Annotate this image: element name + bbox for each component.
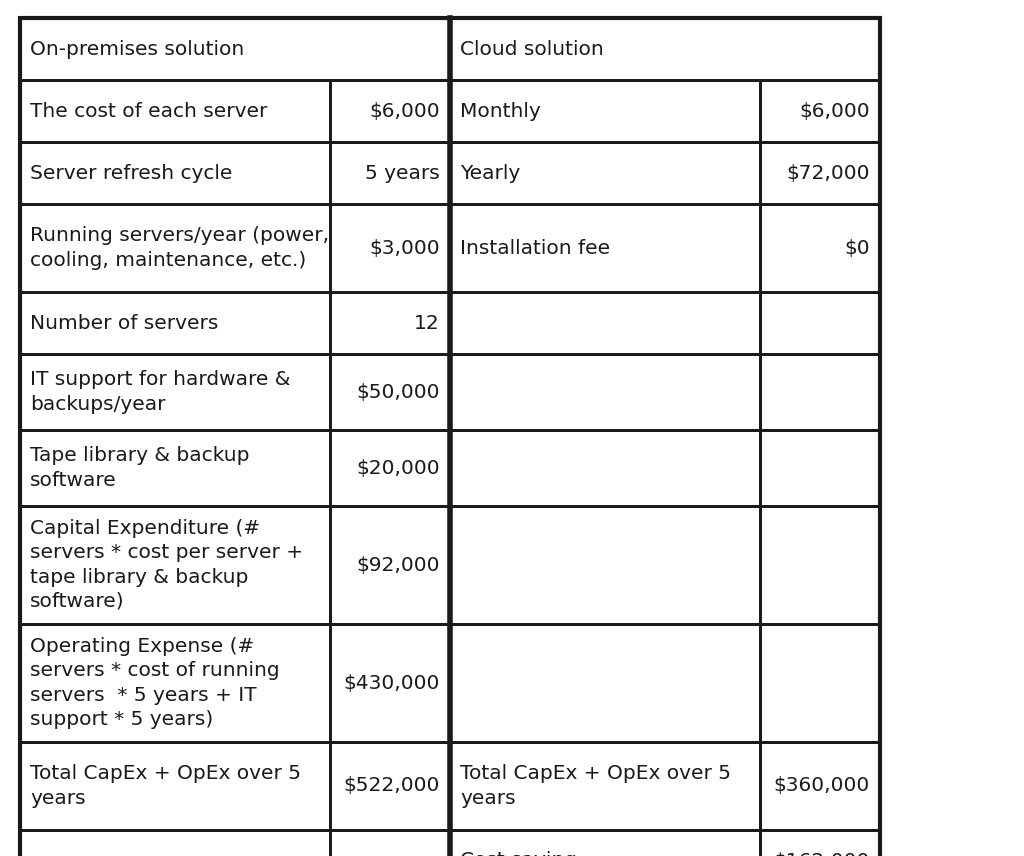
Bar xyxy=(450,80,760,142)
Bar xyxy=(760,80,880,142)
Text: Total CapEx + OpEx over 5
years: Total CapEx + OpEx over 5 years xyxy=(30,764,301,807)
Bar xyxy=(450,204,760,292)
Bar xyxy=(760,142,880,204)
Bar xyxy=(20,830,330,856)
Text: Yearly: Yearly xyxy=(460,163,520,182)
Bar xyxy=(760,204,880,292)
Bar xyxy=(20,80,330,142)
Text: Cost saving: Cost saving xyxy=(460,852,577,856)
Bar xyxy=(760,506,880,624)
Bar xyxy=(330,742,450,830)
Bar xyxy=(20,18,880,856)
Bar xyxy=(330,354,450,430)
Bar xyxy=(450,292,760,354)
Bar xyxy=(20,204,330,292)
Bar xyxy=(760,624,880,742)
Text: $50,000: $50,000 xyxy=(356,383,440,401)
Bar xyxy=(450,142,760,204)
Text: Operating Expense (#
servers * cost of running
servers  * 5 years + IT
support *: Operating Expense (# servers * cost of r… xyxy=(30,637,280,728)
Text: $430,000: $430,000 xyxy=(344,674,440,693)
Text: Tape library & backup
software: Tape library & backup software xyxy=(30,446,250,490)
Text: $72,000: $72,000 xyxy=(786,163,870,182)
Bar xyxy=(330,624,450,742)
Text: $360,000: $360,000 xyxy=(774,776,870,795)
Bar xyxy=(760,430,880,506)
Bar xyxy=(20,354,330,430)
Bar xyxy=(20,142,330,204)
Bar xyxy=(450,18,880,80)
Bar xyxy=(330,292,450,354)
Text: Installation fee: Installation fee xyxy=(460,239,610,258)
Bar xyxy=(450,742,760,830)
Bar xyxy=(20,624,330,742)
Bar xyxy=(450,830,760,856)
Bar xyxy=(760,830,880,856)
Bar xyxy=(450,430,760,506)
Text: Monthly: Monthly xyxy=(460,102,541,121)
Text: Running servers/year (power,
cooling, maintenance, etc.): Running servers/year (power, cooling, ma… xyxy=(30,226,329,270)
Bar xyxy=(760,354,880,430)
Text: Total CapEx + OpEx over 5
years: Total CapEx + OpEx over 5 years xyxy=(460,764,731,807)
Text: $92,000: $92,000 xyxy=(356,556,440,574)
Text: Server refresh cycle: Server refresh cycle xyxy=(30,163,232,182)
Bar xyxy=(20,430,330,506)
Bar xyxy=(330,506,450,624)
Bar xyxy=(330,80,450,142)
Text: The cost of each server: The cost of each server xyxy=(30,102,267,121)
Bar xyxy=(450,354,760,430)
Bar xyxy=(20,506,330,624)
Bar xyxy=(450,506,760,624)
Text: $6,000: $6,000 xyxy=(800,102,870,121)
Bar xyxy=(20,18,450,80)
Text: $3,000: $3,000 xyxy=(370,239,440,258)
Text: Cloud solution: Cloud solution xyxy=(460,39,604,58)
Text: Capital Expenditure (#
servers * cost per server +
tape library & backup
softwar: Capital Expenditure (# servers * cost pe… xyxy=(30,519,303,611)
Text: Number of servers: Number of servers xyxy=(30,313,218,332)
Text: IT support for hardware &
backups/year: IT support for hardware & backups/year xyxy=(30,371,291,413)
Bar xyxy=(760,742,880,830)
Bar xyxy=(20,292,330,354)
Text: $6,000: $6,000 xyxy=(370,102,440,121)
Bar xyxy=(330,430,450,506)
Bar xyxy=(330,204,450,292)
Text: On-premises solution: On-premises solution xyxy=(30,39,245,58)
Bar xyxy=(330,830,450,856)
Bar xyxy=(450,624,760,742)
Text: $20,000: $20,000 xyxy=(356,459,440,478)
Text: $522,000: $522,000 xyxy=(344,776,440,795)
Bar xyxy=(760,292,880,354)
Text: $162,000: $162,000 xyxy=(773,852,870,856)
Bar xyxy=(20,742,330,830)
Text: $0: $0 xyxy=(845,239,870,258)
Text: 12: 12 xyxy=(415,313,440,332)
Text: 5 years: 5 years xyxy=(366,163,440,182)
Bar xyxy=(330,142,450,204)
